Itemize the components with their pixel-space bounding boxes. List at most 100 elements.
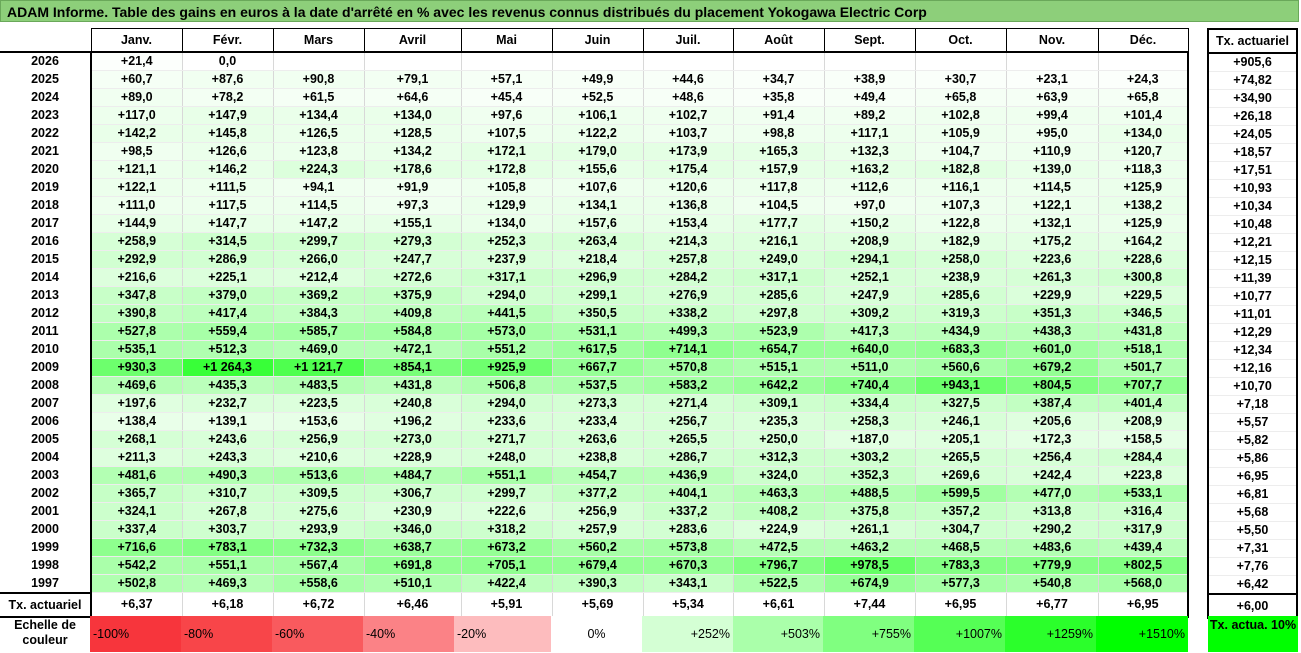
footer-label: Tx. actuariel: [0, 592, 92, 618]
side-rate-row: +12,29: [1208, 323, 1297, 342]
legend-swatch: +1510%: [1096, 616, 1188, 652]
gain-cell: +337,2: [642, 502, 734, 521]
gain-cell: +65,8: [1097, 88, 1189, 107]
gain-cell: +481,6: [90, 466, 183, 485]
gain-cell: +222,6: [460, 502, 553, 521]
gain-cell: +258,0: [914, 250, 1007, 269]
gain-cell: +558,6: [272, 574, 365, 593]
side-rate-value: +34,90: [1208, 89, 1297, 108]
side-rate-row: +6,95: [1208, 467, 1297, 486]
side-rate-value: +12,29: [1208, 323, 1297, 342]
gain-cell: +431,8: [363, 376, 462, 395]
gain-cell: +375,9: [363, 286, 462, 305]
year-label: 2010: [0, 340, 92, 359]
gain-cell: [551, 52, 644, 71]
gain-cell: +436,9: [642, 466, 734, 485]
gain-cell: +314,5: [181, 232, 274, 251]
gain-cell: +196,2: [363, 412, 462, 431]
gain-cell: +978,5: [823, 556, 916, 575]
gain-cell: +518,1: [1097, 340, 1189, 359]
gain-cell: +104,5: [732, 196, 825, 215]
year-row: 2017 +144,9 +147,7 +147,2 +155,1 +134,0 +157,6…: [0, 214, 1189, 233]
gain-cell: +197,6: [90, 394, 183, 413]
side-rate-value: +5,57: [1208, 413, 1297, 432]
gain-cell: +679,4: [551, 556, 644, 575]
gain-cell: +122,8: [914, 214, 1007, 233]
gain-cell: +147,9: [181, 106, 274, 125]
gain-cell: +577,3: [914, 574, 1007, 593]
gain-cell: +533,1: [1097, 484, 1189, 503]
gain-cell: +247,7: [363, 250, 462, 269]
legend-swatch: -20%: [454, 616, 551, 652]
gain-cell: +45,4: [460, 88, 553, 107]
gain-cell: +49,9: [551, 70, 644, 89]
gain-cell: +118,3: [1097, 160, 1189, 179]
gain-cell: [1097, 52, 1189, 71]
gain-cell: +583,2: [642, 376, 734, 395]
gain-cell: +854,1: [363, 358, 462, 377]
gain-cell: +172,1: [460, 142, 553, 161]
gain-cell: +145,8: [181, 124, 274, 143]
gain-cell: +205,6: [1005, 412, 1099, 431]
gains-table: Janv. Févr. Mars Avril Mai Juin Juil. Août Sept.…: [0, 28, 1189, 618]
gain-cell: +783,1: [181, 538, 274, 557]
gain-cell: +1 264,3: [181, 358, 274, 377]
year-label: 2024: [0, 88, 92, 107]
side-rate-row: +5,68: [1208, 503, 1297, 522]
gain-cell: +783,3: [914, 556, 1007, 575]
gain-cell: +224,3: [272, 160, 365, 179]
gain-cell: +943,1: [914, 376, 1007, 395]
gain-cell: +91,9: [363, 178, 462, 197]
gain-cell: +269,6: [914, 466, 1007, 485]
year-row: 2001 +324,1 +267,8 +275,6 +230,9 +222,6 +256,9…: [0, 502, 1189, 521]
gain-cell: +551,2: [460, 340, 553, 359]
gain-cell: +511,0: [823, 358, 916, 377]
side-rate-value: +74,82: [1208, 71, 1297, 90]
gain-cell: +716,6: [90, 538, 183, 557]
gain-cell: +369,2: [272, 286, 365, 305]
gain-cell: +567,4: [272, 556, 365, 575]
gain-cell: +252,1: [823, 268, 916, 287]
gain-cell: +178,6: [363, 160, 462, 179]
gain-cell: +146,2: [181, 160, 274, 179]
month-header-7: Juil.: [642, 28, 734, 53]
side-rate-value: +6,81: [1208, 485, 1297, 504]
gain-cell: +318,2: [460, 520, 553, 539]
gain-cell: +228,6: [1097, 250, 1189, 269]
gain-cell: +248,0: [460, 448, 553, 467]
gain-cell: +454,7: [551, 466, 644, 485]
gain-cell: +136,8: [642, 196, 734, 215]
gain-cell: +216,1: [732, 232, 825, 251]
gain-cell: +155,1: [363, 214, 462, 233]
legend-swatch: +755%: [823, 616, 914, 652]
gain-cell: +273,0: [363, 430, 462, 449]
gain-cell: +48,6: [642, 88, 734, 107]
gain-cell: +110,9: [1005, 142, 1099, 161]
footer-rate: +6,77: [1005, 592, 1099, 618]
side-rate-value: +18,57: [1208, 143, 1297, 162]
side-rate-row: +17,51: [1208, 161, 1297, 180]
gain-cell: +263,4: [551, 232, 644, 251]
gain-cell: +105,8: [460, 178, 553, 197]
color-scale-legend: Echelle de couleur -100% -80% -60% -40% -20%…: [0, 616, 1188, 652]
year-row: 2025 +60,7 +87,6 +90,8 +79,1 +57,1 +49,9 +44,6 +…: [0, 70, 1189, 89]
gain-cell: +247,9: [823, 286, 916, 305]
footer-rate: +6,72: [272, 592, 365, 618]
side-rate-value: +905,6: [1208, 53, 1297, 72]
gain-cell: +510,1: [363, 574, 462, 593]
gain-cell: +484,7: [363, 466, 462, 485]
year-label: 2020: [0, 160, 92, 179]
gain-cell: +286,7: [642, 448, 734, 467]
side-rate-header: Tx. actuariel: [1208, 29, 1297, 54]
gain-cell: +285,6: [732, 286, 825, 305]
gain-cell: +513,6: [272, 466, 365, 485]
gain-cell: +243,3: [181, 448, 274, 467]
legend-swatch: +1007%: [914, 616, 1005, 652]
gain-cell: +284,4: [1097, 448, 1189, 467]
year-label: 2014: [0, 268, 92, 287]
side-rate-row: +11,39: [1208, 269, 1297, 288]
gain-cell: +463,2: [823, 538, 916, 557]
gain-cell: +237,9: [460, 250, 553, 269]
side-rate-row: +74,82: [1208, 71, 1297, 90]
gain-cell: +268,1: [90, 430, 183, 449]
